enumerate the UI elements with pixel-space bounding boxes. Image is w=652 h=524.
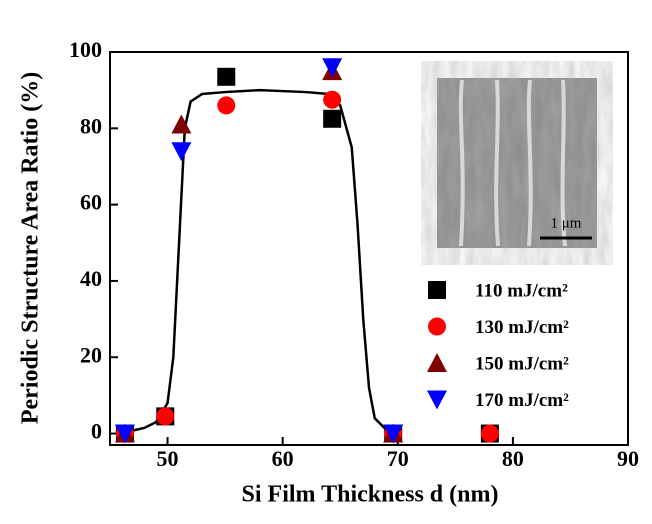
y-tick-label: 100 xyxy=(69,37,102,62)
legend-label: 170 mJ/cm² xyxy=(475,390,569,411)
marker xyxy=(323,110,341,128)
x-tick-label: 70 xyxy=(387,446,409,471)
legend-label: 110 mJ/cm² xyxy=(475,280,568,301)
legend-label: 130 mJ/cm² xyxy=(475,317,569,338)
scale-bar-label: 1 μm xyxy=(551,215,582,231)
legend-label: 150 mJ/cm² xyxy=(475,353,569,374)
x-tick-label: 60 xyxy=(272,446,294,471)
marker xyxy=(171,142,191,161)
fit-curve xyxy=(116,90,398,433)
marker xyxy=(323,91,341,109)
marker xyxy=(428,318,446,336)
x-tick-label: 80 xyxy=(502,446,524,471)
y-tick-label: 80 xyxy=(80,113,102,138)
y-axis-label: Periodic Structure Area Ratio (%) xyxy=(18,72,44,424)
marker xyxy=(156,407,174,425)
marker xyxy=(481,425,499,443)
y-tick-label: 40 xyxy=(80,266,102,291)
marker xyxy=(427,391,447,410)
x-tick-label: 50 xyxy=(157,446,179,471)
y-tick-label: 0 xyxy=(91,419,102,444)
x-tick-label: 90 xyxy=(617,446,639,471)
y-tick-label: 20 xyxy=(80,342,102,367)
inset-image: 1 μm xyxy=(437,78,597,248)
y-tick-label: 60 xyxy=(80,190,102,215)
marker xyxy=(217,68,235,86)
chart: 1 μm Si Film Thickness d (nm) Periodic S… xyxy=(0,0,652,519)
marker xyxy=(428,281,446,299)
x-axis-label: Si Film Thickness d (nm) xyxy=(242,482,499,508)
marker xyxy=(427,353,447,372)
marker xyxy=(217,96,235,114)
